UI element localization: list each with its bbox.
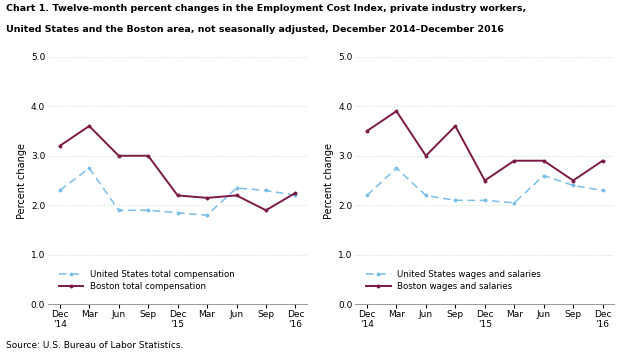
Boston total compensation [233,193,241,198]
United States wages and salaries [422,193,429,198]
United States wages and salaries [481,198,489,202]
Y-axis label: Percent change: Percent change [324,143,334,218]
Boston total compensation [174,193,182,198]
United States wages and salaries [451,198,459,202]
United States total compensation [144,208,152,212]
Boston wages and salaries [392,109,400,113]
Legend: United States total compensation, Boston total compensation: United States total compensation, Boston… [55,266,239,295]
United States total compensation [292,193,300,198]
Boston wages and salaries [481,178,489,183]
United States total compensation [204,213,211,217]
Text: Source: U.S. Bureau of Labor Statistics.: Source: U.S. Bureau of Labor Statistics. [6,342,184,350]
Line: United States total compensation: United States total compensation [58,167,297,217]
Boston total compensation [262,208,270,212]
Boston total compensation [56,144,63,148]
Boston total compensation [144,154,152,158]
Y-axis label: Percent change: Percent change [17,143,27,218]
Line: United States wages and salaries: United States wages and salaries [365,167,604,204]
United States wages and salaries [599,188,607,193]
United States total compensation [174,211,182,215]
United States total compensation [85,166,93,170]
Boston wages and salaries [451,124,459,128]
United States wages and salaries [392,166,400,170]
Boston wages and salaries [511,159,518,163]
Boston wages and salaries [570,178,577,183]
United States total compensation [115,208,122,212]
Boston wages and salaries [422,154,429,158]
Boston total compensation [292,191,300,195]
United States total compensation [56,188,63,193]
Line: Boston wages and salaries: Boston wages and salaries [365,110,604,182]
United States wages and salaries [570,183,577,188]
Line: Boston total compensation: Boston total compensation [58,125,297,212]
Boston total compensation [115,154,122,158]
Boston total compensation [85,124,93,128]
United States total compensation [262,188,270,193]
United States total compensation [233,186,241,190]
Legend: United States wages and salaries, Boston wages and salaries: United States wages and salaries, Boston… [362,266,545,295]
Text: United States and the Boston area, not seasonally adjusted, December 2014–Decemb: United States and the Boston area, not s… [6,25,504,34]
United States wages and salaries [540,173,548,178]
United States wages and salaries [363,193,371,198]
Boston total compensation [204,196,211,200]
Boston wages and salaries [540,159,548,163]
Boston wages and salaries [599,159,607,163]
Boston wages and salaries [363,129,371,133]
Text: Chart 1. Twelve-month percent changes in the Employment Cost Index, private indu: Chart 1. Twelve-month percent changes in… [6,4,527,12]
United States wages and salaries [511,201,518,205]
